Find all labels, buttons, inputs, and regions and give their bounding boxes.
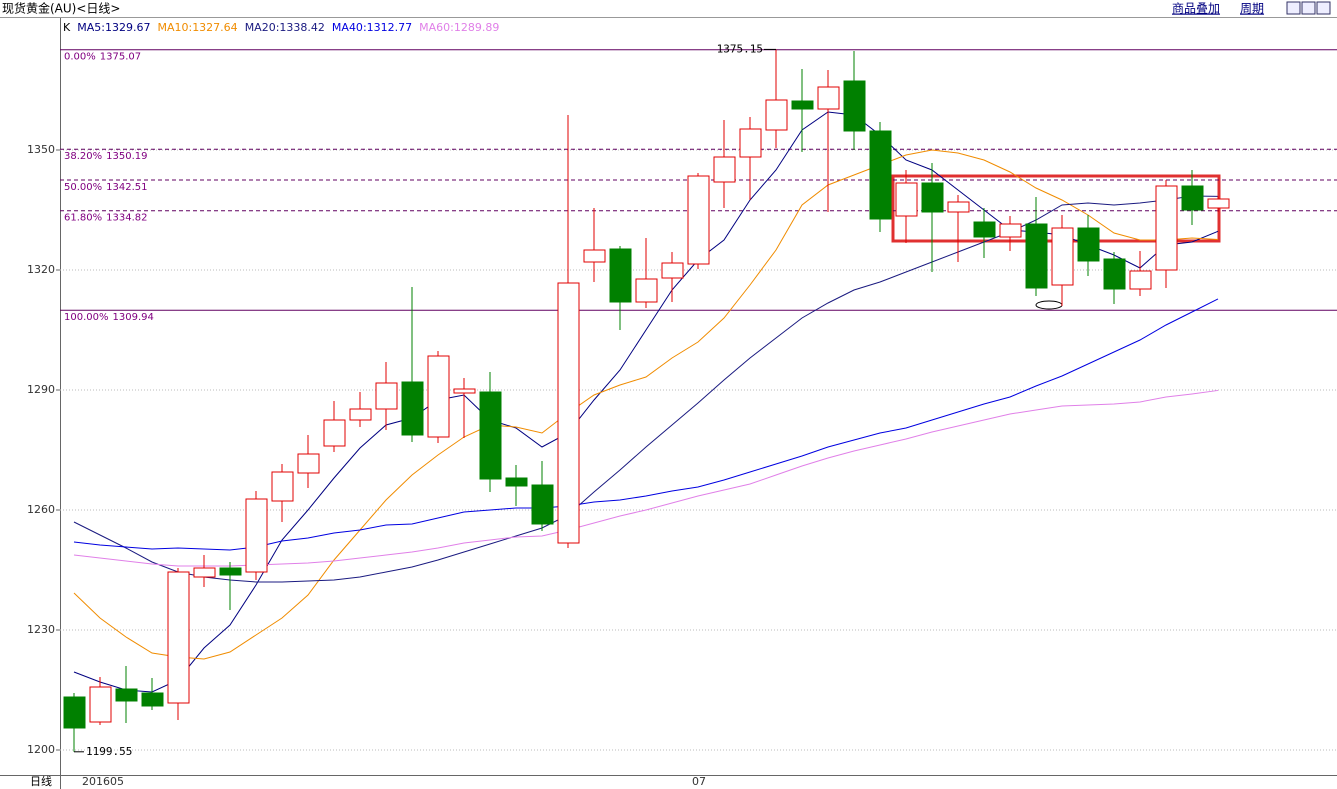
candle-body bbox=[973, 221, 996, 238]
legend-name: MA10 bbox=[157, 21, 188, 34]
candle-body bbox=[609, 248, 632, 303]
y-tick-label: 1200 bbox=[27, 743, 55, 756]
y-tick-label: 1260 bbox=[27, 503, 55, 516]
y-tick-label: 1290 bbox=[27, 383, 55, 396]
low-annotation: 1199.55 bbox=[86, 745, 132, 758]
fib-value: 1309.94 bbox=[113, 312, 154, 323]
high-annotation: 1375.15 bbox=[717, 42, 763, 55]
candle-body bbox=[1103, 258, 1126, 290]
fib-label: 0.00% 1375.07 bbox=[64, 52, 141, 63]
fib-label: 100.00% 1309.94 bbox=[64, 312, 154, 323]
candle-body bbox=[1181, 185, 1204, 211]
legend-sep: : bbox=[276, 21, 280, 34]
nav-right[interactable] bbox=[1301, 1, 1316, 15]
candle-body bbox=[271, 471, 294, 502]
y-tick-label: 1350 bbox=[27, 143, 55, 156]
candle-body bbox=[193, 567, 216, 578]
candle-body bbox=[375, 382, 398, 410]
fib-value: 1350.19 bbox=[106, 151, 147, 162]
fib-pct: 50.00% bbox=[64, 182, 102, 193]
candle-body bbox=[323, 419, 346, 447]
nav-left[interactable] bbox=[1286, 1, 1301, 15]
legend-name: MA40 bbox=[332, 21, 363, 34]
candle-body bbox=[505, 477, 528, 487]
candle-body bbox=[869, 130, 892, 220]
fib-pct: 38.20% bbox=[64, 151, 102, 162]
chart-title: 现货黄金(AU)<日线> bbox=[2, 1, 120, 16]
fib-label: 50.00% 1342.51 bbox=[64, 182, 148, 193]
nav-zoom[interactable] bbox=[1316, 1, 1331, 15]
legend-name: MA20 bbox=[245, 21, 276, 34]
legend: K MA5:1329.67 MA10:1327.64 MA20:1338.42 MA40… bbox=[63, 21, 499, 34]
candle-body bbox=[557, 282, 580, 544]
candle-body bbox=[479, 391, 502, 480]
legend-sep: : bbox=[101, 21, 105, 34]
overlay-button[interactable]: 商品叠加 bbox=[1172, 1, 1220, 16]
candle-body bbox=[1129, 270, 1152, 290]
candle-body bbox=[167, 571, 190, 704]
candle-body bbox=[687, 175, 710, 265]
candle-body bbox=[765, 99, 788, 131]
candle-body bbox=[349, 408, 372, 421]
candle-body bbox=[583, 249, 606, 263]
candle-body bbox=[427, 355, 450, 438]
legend-sep: : bbox=[363, 21, 367, 34]
y-tick-label: 1230 bbox=[27, 623, 55, 636]
x-tick-label: 07 bbox=[692, 775, 706, 788]
ma-line bbox=[73, 149, 1219, 660]
candle-body bbox=[791, 100, 814, 110]
candle-body bbox=[245, 498, 268, 573]
legend-text: K MA5:1329.67 MA10:1327.64 MA20:1338.42 MA40… bbox=[63, 21, 499, 34]
candle-body bbox=[843, 80, 866, 132]
candle-body bbox=[661, 262, 684, 279]
legend-value: 1327.64 bbox=[192, 21, 238, 34]
candle-body bbox=[999, 223, 1022, 238]
y-tick-label: 1320 bbox=[27, 263, 55, 276]
fib-value: 1375.07 bbox=[100, 52, 141, 63]
x-axis-label: 日线 bbox=[30, 774, 52, 788]
fib-pct: 100.00% bbox=[64, 312, 109, 323]
candle-body bbox=[115, 688, 138, 702]
candle-body bbox=[895, 182, 918, 217]
legend-value: 1338.42 bbox=[279, 21, 325, 34]
candle-body bbox=[531, 484, 554, 525]
legend-name: MA5 bbox=[77, 21, 101, 34]
candle-body bbox=[219, 567, 242, 576]
candle-body bbox=[635, 278, 658, 303]
fib-label: 38.20% 1350.19 bbox=[64, 151, 148, 162]
fib-pct: 0.00% bbox=[64, 52, 96, 63]
candle-body bbox=[713, 156, 736, 183]
candle-body bbox=[89, 686, 112, 723]
candle-body bbox=[453, 388, 476, 394]
candle-body bbox=[141, 692, 164, 707]
x-tick-label: 201605 bbox=[82, 775, 124, 788]
nav-buttons bbox=[1286, 1, 1331, 15]
fib-label: 61.80% 1334.82 bbox=[64, 213, 148, 224]
candle-body bbox=[401, 381, 424, 436]
period-button[interactable]: 周期 bbox=[1240, 2, 1264, 16]
legend-value: 1329.67 bbox=[105, 21, 151, 34]
candle-body bbox=[1207, 198, 1230, 209]
candle-body bbox=[297, 453, 320, 474]
legend-value: 1289.89 bbox=[454, 21, 500, 34]
candle-body bbox=[63, 696, 86, 729]
fib-value: 1342.51 bbox=[106, 182, 147, 193]
candle-body bbox=[1077, 227, 1100, 262]
candle-body bbox=[1155, 185, 1178, 271]
legend-value: 1312.77 bbox=[367, 21, 413, 34]
candle-body bbox=[921, 182, 944, 213]
candle-body bbox=[947, 201, 970, 213]
legend-sep: : bbox=[450, 21, 454, 34]
legend-sep: : bbox=[188, 21, 192, 34]
fib-pct: 61.80% bbox=[64, 213, 102, 224]
legend-name: MA60 bbox=[419, 21, 450, 34]
candle-body bbox=[1051, 227, 1074, 286]
candle-body bbox=[1025, 223, 1048, 289]
fib-value: 1334.82 bbox=[106, 213, 147, 224]
legend-candle: K bbox=[63, 21, 71, 34]
candle-body bbox=[739, 128, 762, 158]
candle-body bbox=[817, 86, 840, 110]
